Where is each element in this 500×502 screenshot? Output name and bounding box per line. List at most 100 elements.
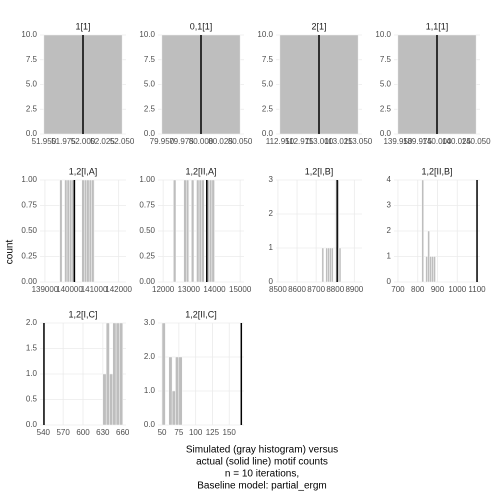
histogram-bar: [331, 247, 334, 283]
histogram-bar: [86, 179, 90, 283]
panel-title: 1,2[I,B]: [305, 166, 334, 176]
x-tick-label: 8700: [307, 285, 325, 294]
histogram-bar: [64, 179, 68, 283]
x-tick-label: 14000: [203, 285, 226, 294]
histogram-bar: [338, 247, 342, 283]
x-tick-label: 140.000: [423, 137, 452, 146]
y-tick-label: 10.0: [21, 30, 37, 39]
x-tick-label: 660: [116, 428, 130, 437]
x-tick-label: 140.050: [462, 137, 491, 146]
x-tick-label: 630: [96, 428, 110, 437]
y-tick-label: 0.75: [21, 201, 37, 210]
histogram-bar: [112, 322, 117, 426]
y-tick-label: 2.5: [380, 104, 392, 113]
y-tick-label: 0.0: [380, 129, 392, 138]
histogram-bar: [325, 247, 328, 283]
histogram-bar: [183, 179, 187, 283]
histogram-bar: [198, 179, 202, 283]
x-tick-label: 600: [76, 428, 90, 437]
panel-title: 0,1[1]: [190, 21, 213, 31]
histogram-bar: [427, 230, 430, 283]
histogram-bar: [211, 179, 215, 283]
caption-line: Baseline model: partial_ergm: [197, 481, 327, 492]
histogram-bar: [59, 179, 63, 283]
histogram-bar: [115, 322, 120, 426]
y-tick-label: 7.5: [144, 55, 156, 64]
x-tick-label: 125: [206, 428, 220, 437]
panel-title: 1,1[1]: [426, 21, 449, 31]
x-tick-label: 540: [37, 428, 51, 437]
histogram-bar: [69, 179, 73, 283]
x-tick-label: 139.950: [383, 137, 412, 146]
x-tick-label: 79.975: [169, 137, 194, 146]
y-tick-label: 3: [269, 175, 274, 184]
y-tick-label: 0.25: [21, 252, 37, 261]
histogram-bar: [91, 179, 95, 283]
y-tick-label: 5.0: [262, 80, 274, 89]
y-tick-label: 0.0: [26, 129, 38, 138]
y-tick-label: 2.0: [144, 352, 156, 361]
y-tick-label: 7.5: [262, 55, 274, 64]
histogram-bar: [209, 179, 213, 283]
x-tick-label: 142000: [105, 285, 132, 294]
x-tick-label: 112.975: [285, 137, 314, 146]
x-tick-label: 139000: [32, 285, 59, 294]
x-tick-label: 8600: [288, 285, 306, 294]
histogram-bar: [109, 373, 113, 426]
y-tick-label: 7.5: [26, 55, 38, 64]
y-tick-label: 1.0: [144, 386, 156, 395]
y-tick-label: 0.0: [262, 129, 274, 138]
x-tick-label: 52.025: [90, 137, 115, 146]
x-tick-label: 80.000: [189, 137, 214, 146]
histogram-bar: [171, 390, 176, 426]
histogram-bar: [178, 356, 183, 426]
y-tick-label: 0.50: [21, 226, 37, 235]
x-tick-label: 8900: [345, 285, 363, 294]
panel-title: 1[1]: [75, 21, 90, 31]
y-tick-label: 0.0: [144, 420, 156, 429]
y-tick-label: 1: [269, 243, 274, 252]
x-tick-label: 570: [56, 428, 70, 437]
panel-title: 1,2[II,C]: [185, 309, 217, 319]
y-tick-label: 2.0: [26, 318, 38, 327]
histogram-bar: [429, 256, 432, 283]
histogram-bar: [175, 356, 180, 426]
x-tick-label: 900: [431, 285, 445, 294]
caption-line: actual (solid line) motif counts: [196, 457, 328, 468]
y-tick-label: 0: [269, 277, 274, 286]
x-tick-label: 15000: [229, 285, 252, 294]
histogram-bar: [173, 179, 177, 283]
histogram-bar: [327, 247, 330, 283]
histogram-bar: [329, 247, 332, 283]
histogram-bar: [84, 179, 87, 283]
y-axis-label: count: [5, 240, 16, 265]
x-tick-label: 13000: [178, 285, 201, 294]
y-tick-label: 3: [387, 201, 392, 210]
x-tick-label: 150: [223, 428, 237, 437]
y-tick-label: 1.0: [26, 369, 38, 378]
y-tick-label: 0.25: [139, 252, 155, 261]
x-tick-label: 75: [174, 428, 183, 437]
x-tick-label: 80.050: [228, 137, 253, 146]
panel-title: 1,2[I,A]: [69, 166, 98, 176]
x-tick-label: 140000: [56, 285, 83, 294]
caption-line: Simulated (gray histogram) versus: [186, 445, 338, 456]
y-tick-label: 0.5: [26, 395, 38, 404]
y-tick-label: 0.50: [139, 226, 155, 235]
y-tick-label: 1: [387, 252, 392, 261]
x-tick-label: 800: [411, 285, 425, 294]
histogram-bar: [201, 179, 205, 283]
histogram-bar: [105, 322, 110, 426]
x-tick-label: 1000: [448, 285, 466, 294]
x-tick-label: 80.025: [208, 137, 233, 146]
y-tick-label: 0: [387, 277, 392, 286]
y-tick-label: 4: [387, 175, 392, 184]
y-tick-label: 1.5: [26, 344, 38, 353]
histogram-bar: [425, 256, 428, 283]
y-tick-label: 2: [387, 226, 392, 235]
y-tick-label: 5.0: [144, 80, 156, 89]
histogram-bar: [81, 179, 85, 283]
x-tick-label: 51.975: [51, 137, 76, 146]
x-tick-label: 1100: [468, 285, 486, 294]
